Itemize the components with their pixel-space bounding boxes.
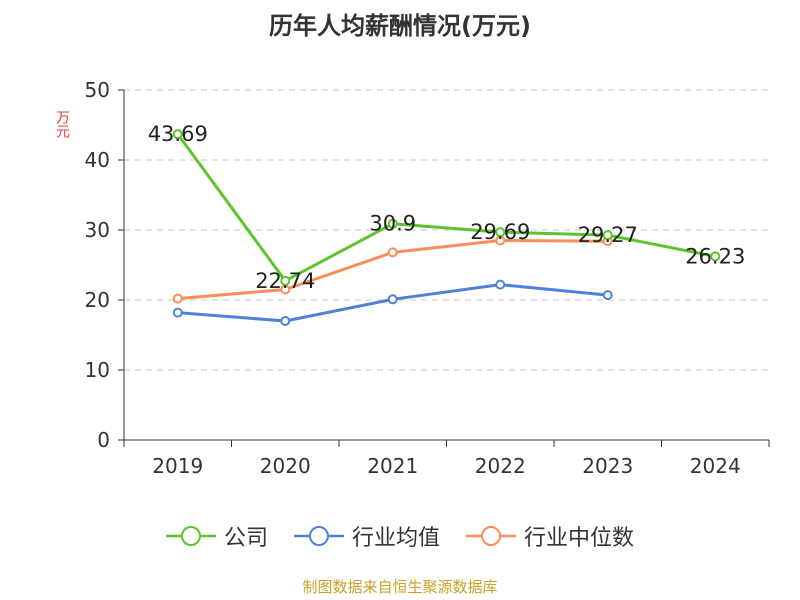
data-label: 26.23 — [685, 244, 745, 268]
legend-item-industry-mean[interactable]: 行业均值 — [293, 520, 440, 552]
x-tick-label: 2024 — [690, 454, 741, 478]
grid-lines — [124, 89, 769, 371]
data-label: 29.69 — [470, 220, 530, 244]
x-tick-label: 2022 — [475, 454, 526, 478]
chart-title: 历年人均薪酬情况(万元) — [269, 12, 531, 40]
axes: 0 10 20 30 40 50 2019 2020 2021 2022 2023 2024 — [85, 78, 770, 478]
data-point — [280, 316, 291, 326]
y-tick-label: 30 — [85, 218, 110, 242]
data-point — [387, 294, 398, 305]
data-label: 29.27 — [578, 223, 638, 247]
legend-label: 行业中位数 — [524, 526, 635, 551]
data-point — [602, 230, 613, 241]
data-point — [602, 290, 613, 301]
y-axis-label: 万元 — [54, 110, 70, 138]
data-label: 30.9 — [369, 212, 416, 236]
data-point — [495, 227, 506, 238]
y-tick-label: 40 — [85, 148, 110, 172]
x-tick-label: 2021 — [367, 454, 418, 478]
legend-marker-icon — [466, 526, 516, 546]
data-source: 制图数据来自恒生聚源数据库 — [302, 578, 498, 596]
y-tick-label: 10 — [85, 358, 110, 382]
series-line — [176, 133, 716, 283]
legend-item-company[interactable]: 公司 — [165, 520, 268, 552]
data-point — [387, 247, 398, 258]
data-point — [387, 218, 398, 229]
x-tick-label: 2023 — [582, 454, 633, 478]
series-lines — [172, 129, 721, 326]
data-point — [172, 307, 183, 318]
legend-label: 行业均值 — [351, 526, 440, 551]
data-label: 22.74 — [255, 269, 315, 293]
x-tick-label: 2020 — [260, 454, 311, 478]
legend-label: 公司 — [223, 526, 268, 551]
data-labels: 43.69 22.74 30.9 29.69 29.27 26.23 — [148, 122, 746, 293]
data-label: 43.69 — [148, 122, 208, 146]
y-tick-label: 20 — [85, 288, 110, 312]
data-point — [710, 251, 721, 262]
legend: 公司 行业均值 行业中位数 — [0, 520, 800, 552]
data-point — [495, 279, 506, 290]
legend-item-industry-median[interactable]: 行业中位数 — [466, 520, 634, 552]
data-point — [172, 129, 183, 140]
legend-marker-icon — [165, 526, 216, 546]
data-point — [280, 275, 291, 286]
data-point — [172, 293, 183, 304]
legend-marker-icon — [293, 526, 344, 546]
x-tick-label: 2019 — [152, 454, 203, 478]
y-tick-label: 0 — [97, 428, 110, 452]
y-tick-label: 50 — [85, 78, 110, 102]
